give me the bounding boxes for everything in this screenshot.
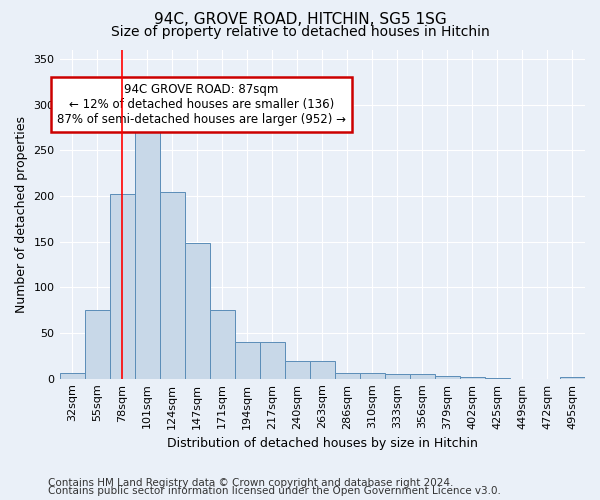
Bar — [335, 373, 360, 378]
Bar — [410, 374, 435, 378]
Text: Contains public sector information licensed under the Open Government Licence v3: Contains public sector information licen… — [48, 486, 501, 496]
Bar — [260, 342, 285, 378]
Bar — [360, 373, 385, 378]
Text: 94C, GROVE ROAD, HITCHIN, SG5 1SG: 94C, GROVE ROAD, HITCHIN, SG5 1SG — [154, 12, 446, 28]
Bar — [435, 376, 460, 378]
Text: Contains HM Land Registry data © Crown copyright and database right 2024.: Contains HM Land Registry data © Crown c… — [48, 478, 454, 488]
Bar — [209, 310, 235, 378]
Bar — [134, 132, 160, 378]
Bar — [560, 377, 585, 378]
Bar — [310, 362, 335, 378]
Bar — [460, 377, 485, 378]
Text: Size of property relative to detached houses in Hitchin: Size of property relative to detached ho… — [110, 25, 490, 39]
Text: 94C GROVE ROAD: 87sqm
← 12% of detached houses are smaller (136)
87% of semi-det: 94C GROVE ROAD: 87sqm ← 12% of detached … — [57, 83, 346, 126]
Bar — [85, 310, 110, 378]
Bar — [285, 362, 310, 378]
Bar — [235, 342, 260, 378]
Bar — [160, 192, 185, 378]
Bar — [110, 194, 134, 378]
X-axis label: Distribution of detached houses by size in Hitchin: Distribution of detached houses by size … — [167, 437, 478, 450]
Y-axis label: Number of detached properties: Number of detached properties — [15, 116, 28, 313]
Bar — [59, 373, 85, 378]
Bar — [385, 374, 410, 378]
Bar — [185, 242, 209, 378]
